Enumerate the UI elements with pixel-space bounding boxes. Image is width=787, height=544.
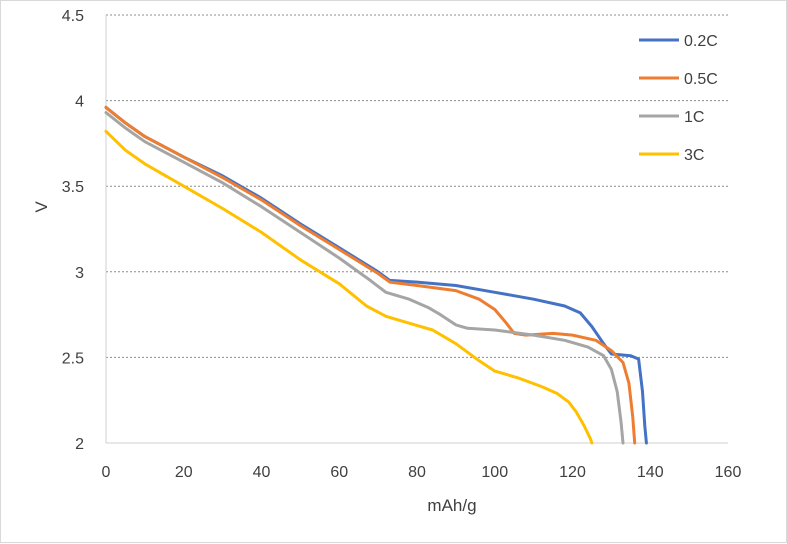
legend: 0.2C 0.5C 1C 3C: [639, 33, 718, 164]
gridlines: [106, 14, 728, 358]
y-tick-label: 4.5: [62, 8, 84, 25]
y-tick-label: 4: [75, 94, 84, 111]
x-tick-label: 60: [330, 464, 348, 481]
y-tick-label: 3: [75, 265, 84, 282]
legend-label: 3C: [684, 147, 704, 164]
axes: [105, 15, 728, 444]
x-tick-label: 160: [715, 464, 742, 481]
x-tick-label: 0: [102, 464, 111, 481]
y-tick-label: 2: [75, 436, 84, 453]
y-axis-title: V: [32, 201, 51, 213]
x-tick-label: 40: [253, 464, 271, 481]
x-tick-label: 140: [637, 464, 664, 481]
tick-labels: 2 2.5 3 3.5 4 4.5 0 20 40 60 80 100 120 140 160: [62, 8, 742, 481]
legend-label: 1C: [684, 109, 704, 126]
x-tick-label: 20: [175, 464, 193, 481]
y-tick-label: 2.5: [62, 350, 84, 367]
x-tick-label: 120: [559, 464, 586, 481]
x-tick-label: 100: [481, 464, 508, 481]
series-line-05c: [104, 105, 637, 445]
x-axis-title: mAh/g: [427, 496, 476, 515]
y-tick-label: 3.5: [62, 179, 84, 196]
legend-label: 0.2C: [684, 33, 718, 50]
legend-label: 0.5C: [684, 71, 718, 88]
x-tick-label: 80: [408, 464, 426, 481]
series-line-3c: [104, 129, 594, 445]
series-lines: [104, 105, 648, 445]
series-line-1c: [104, 111, 625, 445]
